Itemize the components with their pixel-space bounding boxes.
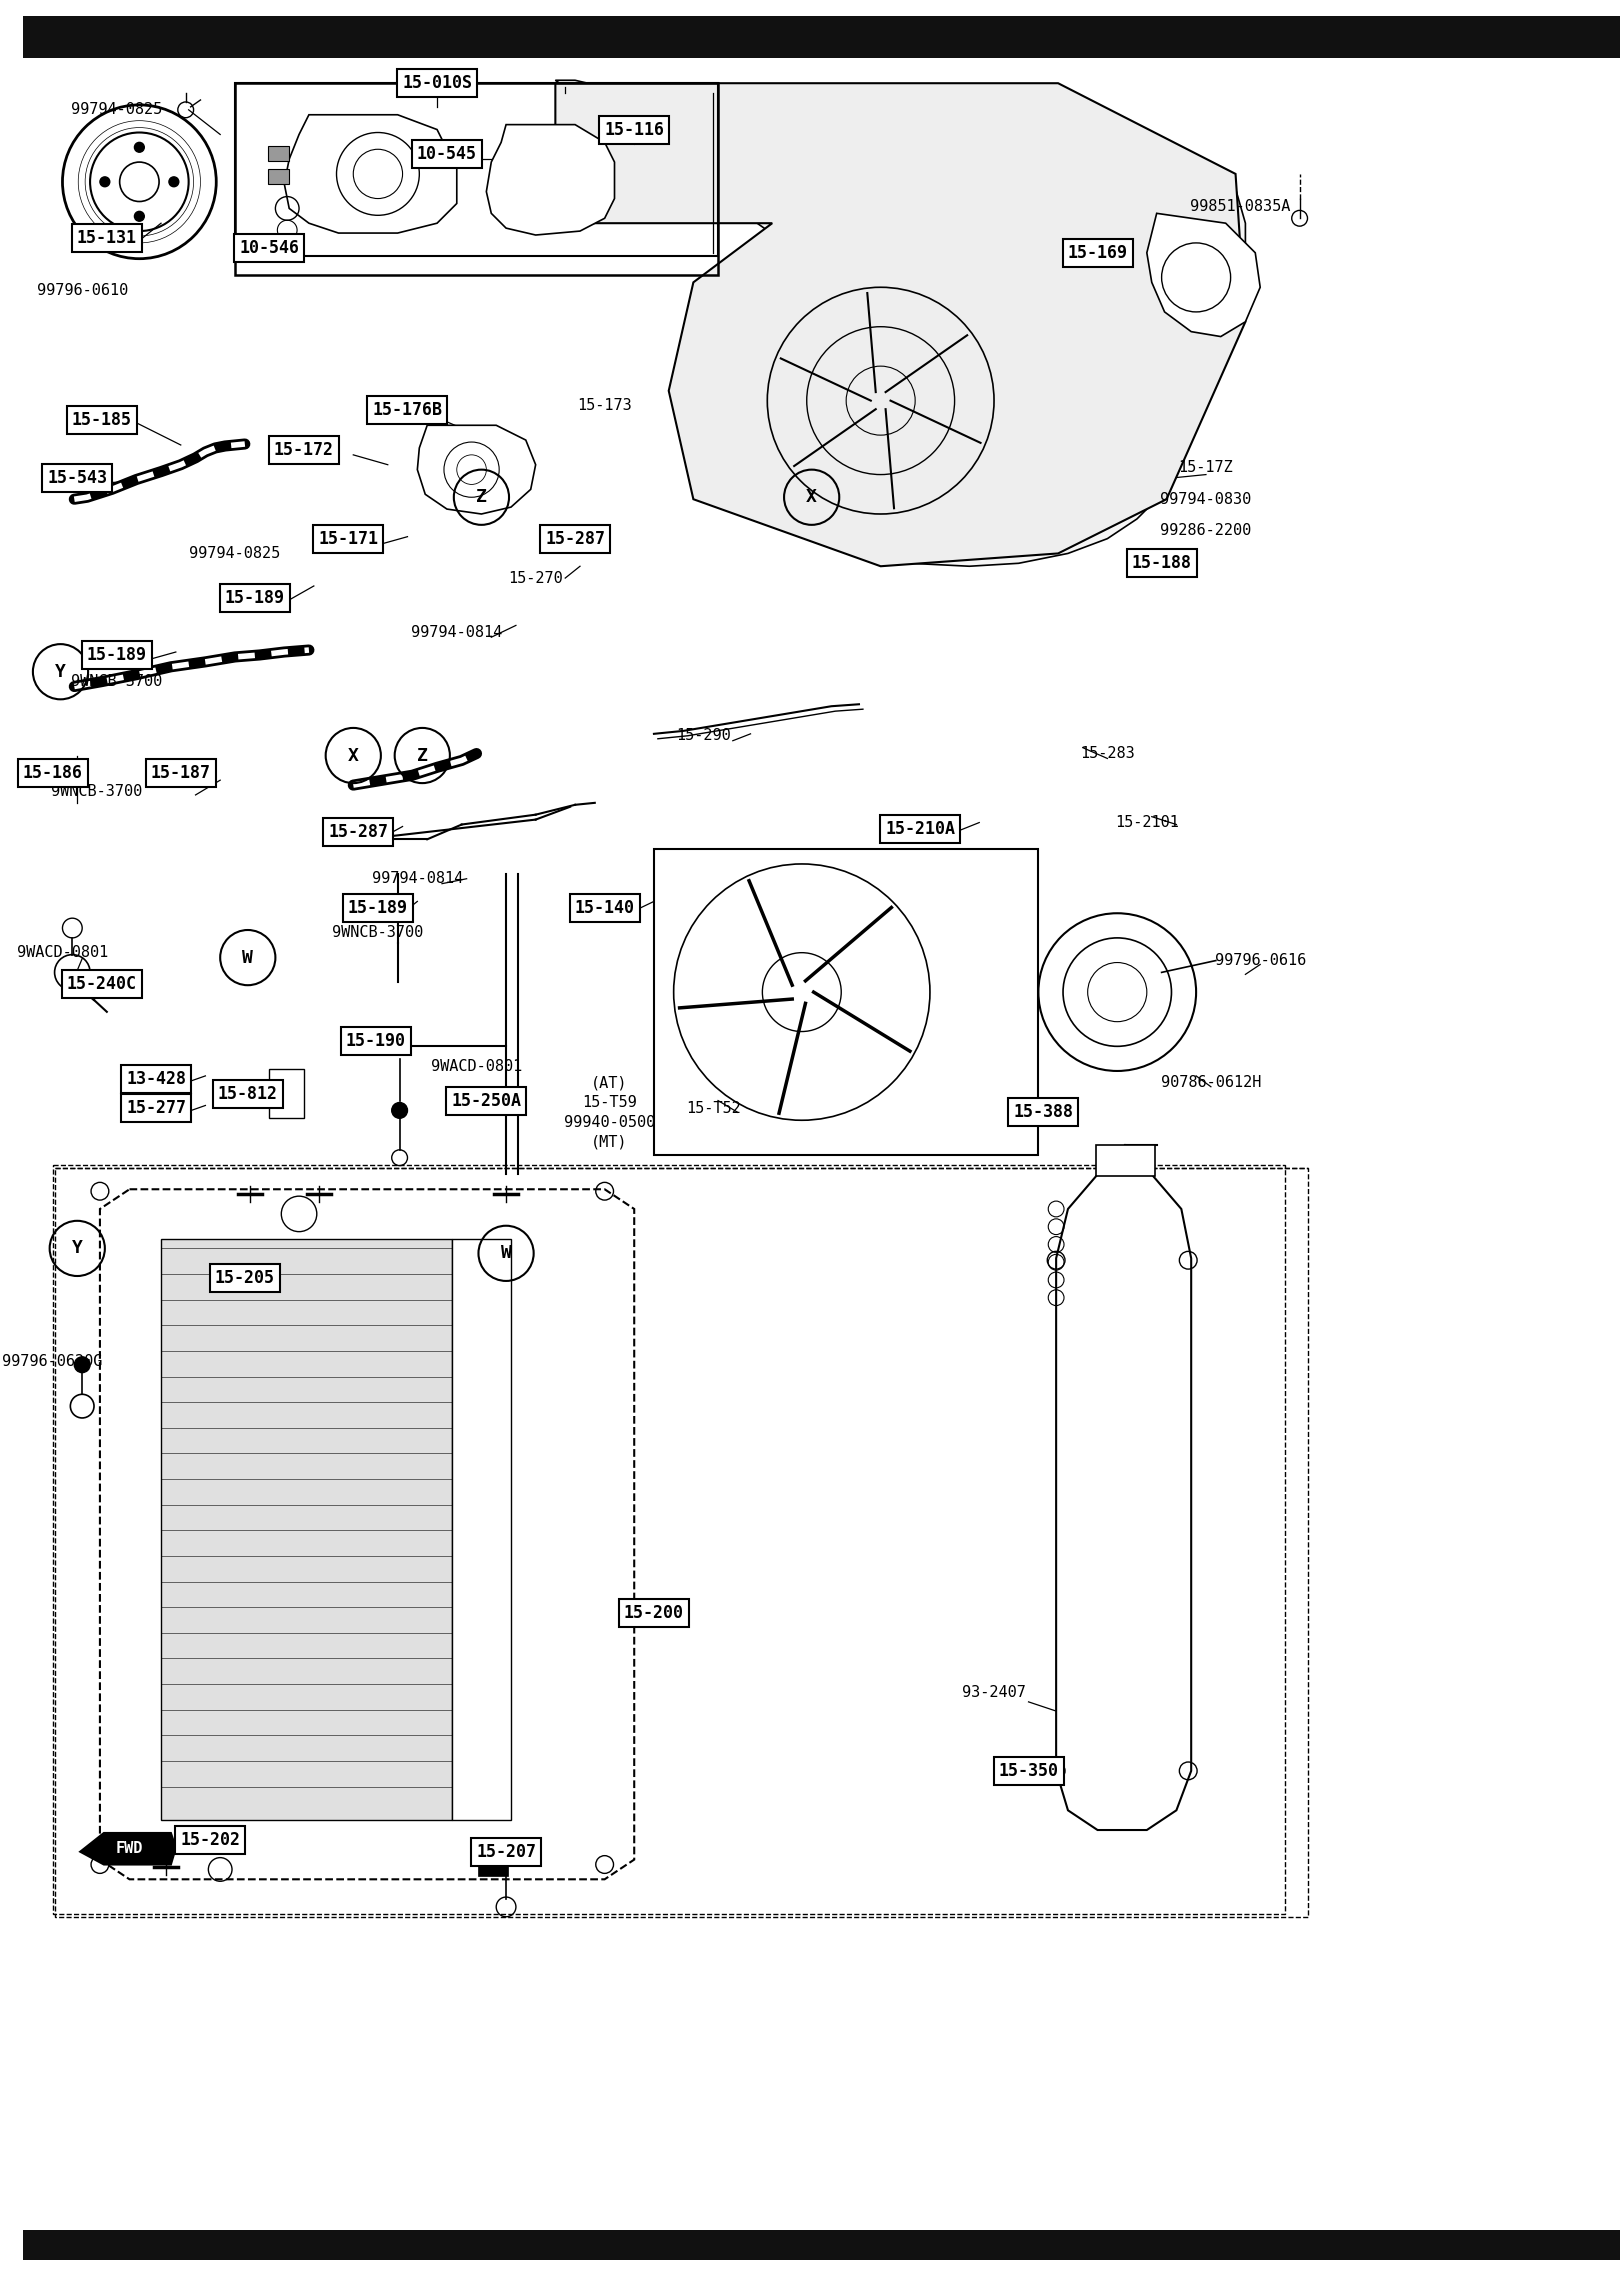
- Polygon shape: [556, 80, 1246, 567]
- Text: 15-176B: 15-176B: [373, 401, 442, 419]
- Circle shape: [392, 1102, 408, 1118]
- Text: W: W: [501, 1245, 512, 1263]
- Text: 15-172: 15-172: [274, 442, 334, 460]
- Text: 15-188: 15-188: [1132, 555, 1192, 571]
- Text: 15-189: 15-189: [87, 646, 147, 665]
- Text: 15-270: 15-270: [509, 571, 564, 585]
- Text: 99796-0616: 99796-0616: [1215, 954, 1306, 967]
- Text: 9WNCB-3700: 9WNCB-3700: [332, 926, 423, 940]
- Polygon shape: [486, 125, 614, 234]
- Text: W: W: [243, 949, 253, 967]
- Polygon shape: [1147, 214, 1260, 337]
- Text: 15-290: 15-290: [676, 728, 731, 744]
- Polygon shape: [1056, 1174, 1191, 1830]
- Text: 15-287: 15-287: [544, 530, 606, 549]
- Bar: [654, 849, 1038, 1154]
- Bar: [1095, 1145, 1155, 1177]
- Text: 15-140: 15-140: [575, 899, 635, 917]
- Text: 15-171: 15-171: [319, 530, 379, 549]
- Text: Y: Y: [71, 1240, 83, 1256]
- Text: 9WNCB-3700: 9WNCB-3700: [71, 674, 162, 690]
- Text: 15-277: 15-277: [126, 1099, 186, 1118]
- Text: 15-207: 15-207: [476, 1844, 536, 1862]
- Text: 99796-0620G: 99796-0620G: [2, 1354, 102, 1370]
- Text: 9WNCB-3700: 9WNCB-3700: [52, 783, 143, 799]
- Circle shape: [75, 1356, 91, 1372]
- Text: 99796-0610: 99796-0610: [37, 282, 128, 298]
- Polygon shape: [284, 114, 457, 232]
- Text: 15-190: 15-190: [347, 1033, 407, 1052]
- Bar: [452, 1238, 510, 1821]
- Bar: [23, 16, 1620, 57]
- Text: Z: Z: [416, 747, 428, 765]
- Text: 15-173: 15-173: [577, 398, 632, 412]
- Text: 15-202: 15-202: [180, 1830, 240, 1848]
- Text: 99794-0814: 99794-0814: [411, 626, 502, 640]
- Text: 15-388: 15-388: [1014, 1104, 1074, 1122]
- Text: 15-010S: 15-010S: [402, 75, 471, 93]
- Text: 99851-0835A: 99851-0835A: [1191, 198, 1291, 214]
- Circle shape: [134, 212, 144, 221]
- Text: 15-131: 15-131: [76, 230, 136, 248]
- Text: 15-250A: 15-250A: [452, 1092, 522, 1108]
- Text: Y: Y: [55, 662, 66, 681]
- Text: 15-189: 15-189: [348, 899, 408, 917]
- Bar: [267, 168, 290, 184]
- Text: 15-287: 15-287: [329, 824, 389, 842]
- Text: 15-812: 15-812: [217, 1086, 277, 1102]
- Text: 15-186: 15-186: [23, 765, 83, 783]
- Text: FWD: FWD: [115, 1841, 143, 1857]
- Text: 15-240C: 15-240C: [66, 974, 138, 992]
- Circle shape: [134, 143, 144, 152]
- Text: 15-169: 15-169: [1068, 244, 1128, 262]
- Text: 15-116: 15-116: [604, 121, 664, 139]
- Polygon shape: [418, 426, 536, 514]
- Text: 15-T59: 15-T59: [582, 1095, 637, 1111]
- Text: 99794-0825: 99794-0825: [190, 546, 280, 560]
- Text: 93-2407: 93-2407: [962, 1684, 1025, 1700]
- Text: 15-283: 15-283: [1081, 747, 1134, 760]
- Text: 15-205: 15-205: [215, 1270, 275, 1286]
- Bar: [235, 84, 718, 275]
- Text: 15-543: 15-543: [47, 469, 107, 487]
- Bar: [478, 1855, 509, 1875]
- Bar: [160, 1238, 452, 1821]
- Text: 15-185: 15-185: [71, 412, 131, 430]
- Bar: [55, 1168, 1309, 1916]
- Circle shape: [168, 178, 178, 187]
- Bar: [52, 1165, 1285, 1914]
- Text: 9WACD-0801: 9WACD-0801: [431, 1058, 522, 1074]
- Text: 13-428: 13-428: [126, 1070, 186, 1088]
- Bar: [269, 1070, 305, 1118]
- Text: 15-189: 15-189: [225, 589, 285, 608]
- Text: 99794-0814: 99794-0814: [371, 872, 463, 885]
- Text: Z: Z: [476, 489, 488, 505]
- Text: 10-545: 10-545: [416, 146, 476, 164]
- Text: (AT): (AT): [591, 1074, 629, 1090]
- Text: 99794-0825: 99794-0825: [71, 102, 162, 118]
- Text: 15-17Z: 15-17Z: [1179, 460, 1233, 476]
- Polygon shape: [81, 1832, 177, 1864]
- Text: 99940-0500: 99940-0500: [564, 1115, 654, 1129]
- Bar: [267, 146, 290, 162]
- Text: 9WACD-0801: 9WACD-0801: [16, 945, 109, 960]
- Text: X: X: [807, 489, 816, 505]
- Text: 15-T52: 15-T52: [685, 1102, 740, 1115]
- Bar: [23, 2230, 1620, 2260]
- Text: X: X: [348, 747, 358, 765]
- Text: 15-210A: 15-210A: [885, 819, 956, 838]
- Text: 15-187: 15-187: [151, 765, 211, 783]
- Text: 90786-0612H: 90786-0612H: [1160, 1074, 1260, 1090]
- Text: 15-200: 15-200: [624, 1605, 684, 1623]
- Text: (MT): (MT): [591, 1133, 629, 1149]
- Text: 15-2101: 15-2101: [1115, 815, 1179, 831]
- Bar: [235, 84, 718, 255]
- Text: 15-350: 15-350: [998, 1762, 1058, 1780]
- Text: 10-546: 10-546: [240, 239, 300, 257]
- Text: 99286-2200: 99286-2200: [1160, 523, 1252, 537]
- Polygon shape: [556, 84, 1246, 567]
- Circle shape: [100, 178, 110, 187]
- Text: 99794-0830: 99794-0830: [1160, 492, 1252, 508]
